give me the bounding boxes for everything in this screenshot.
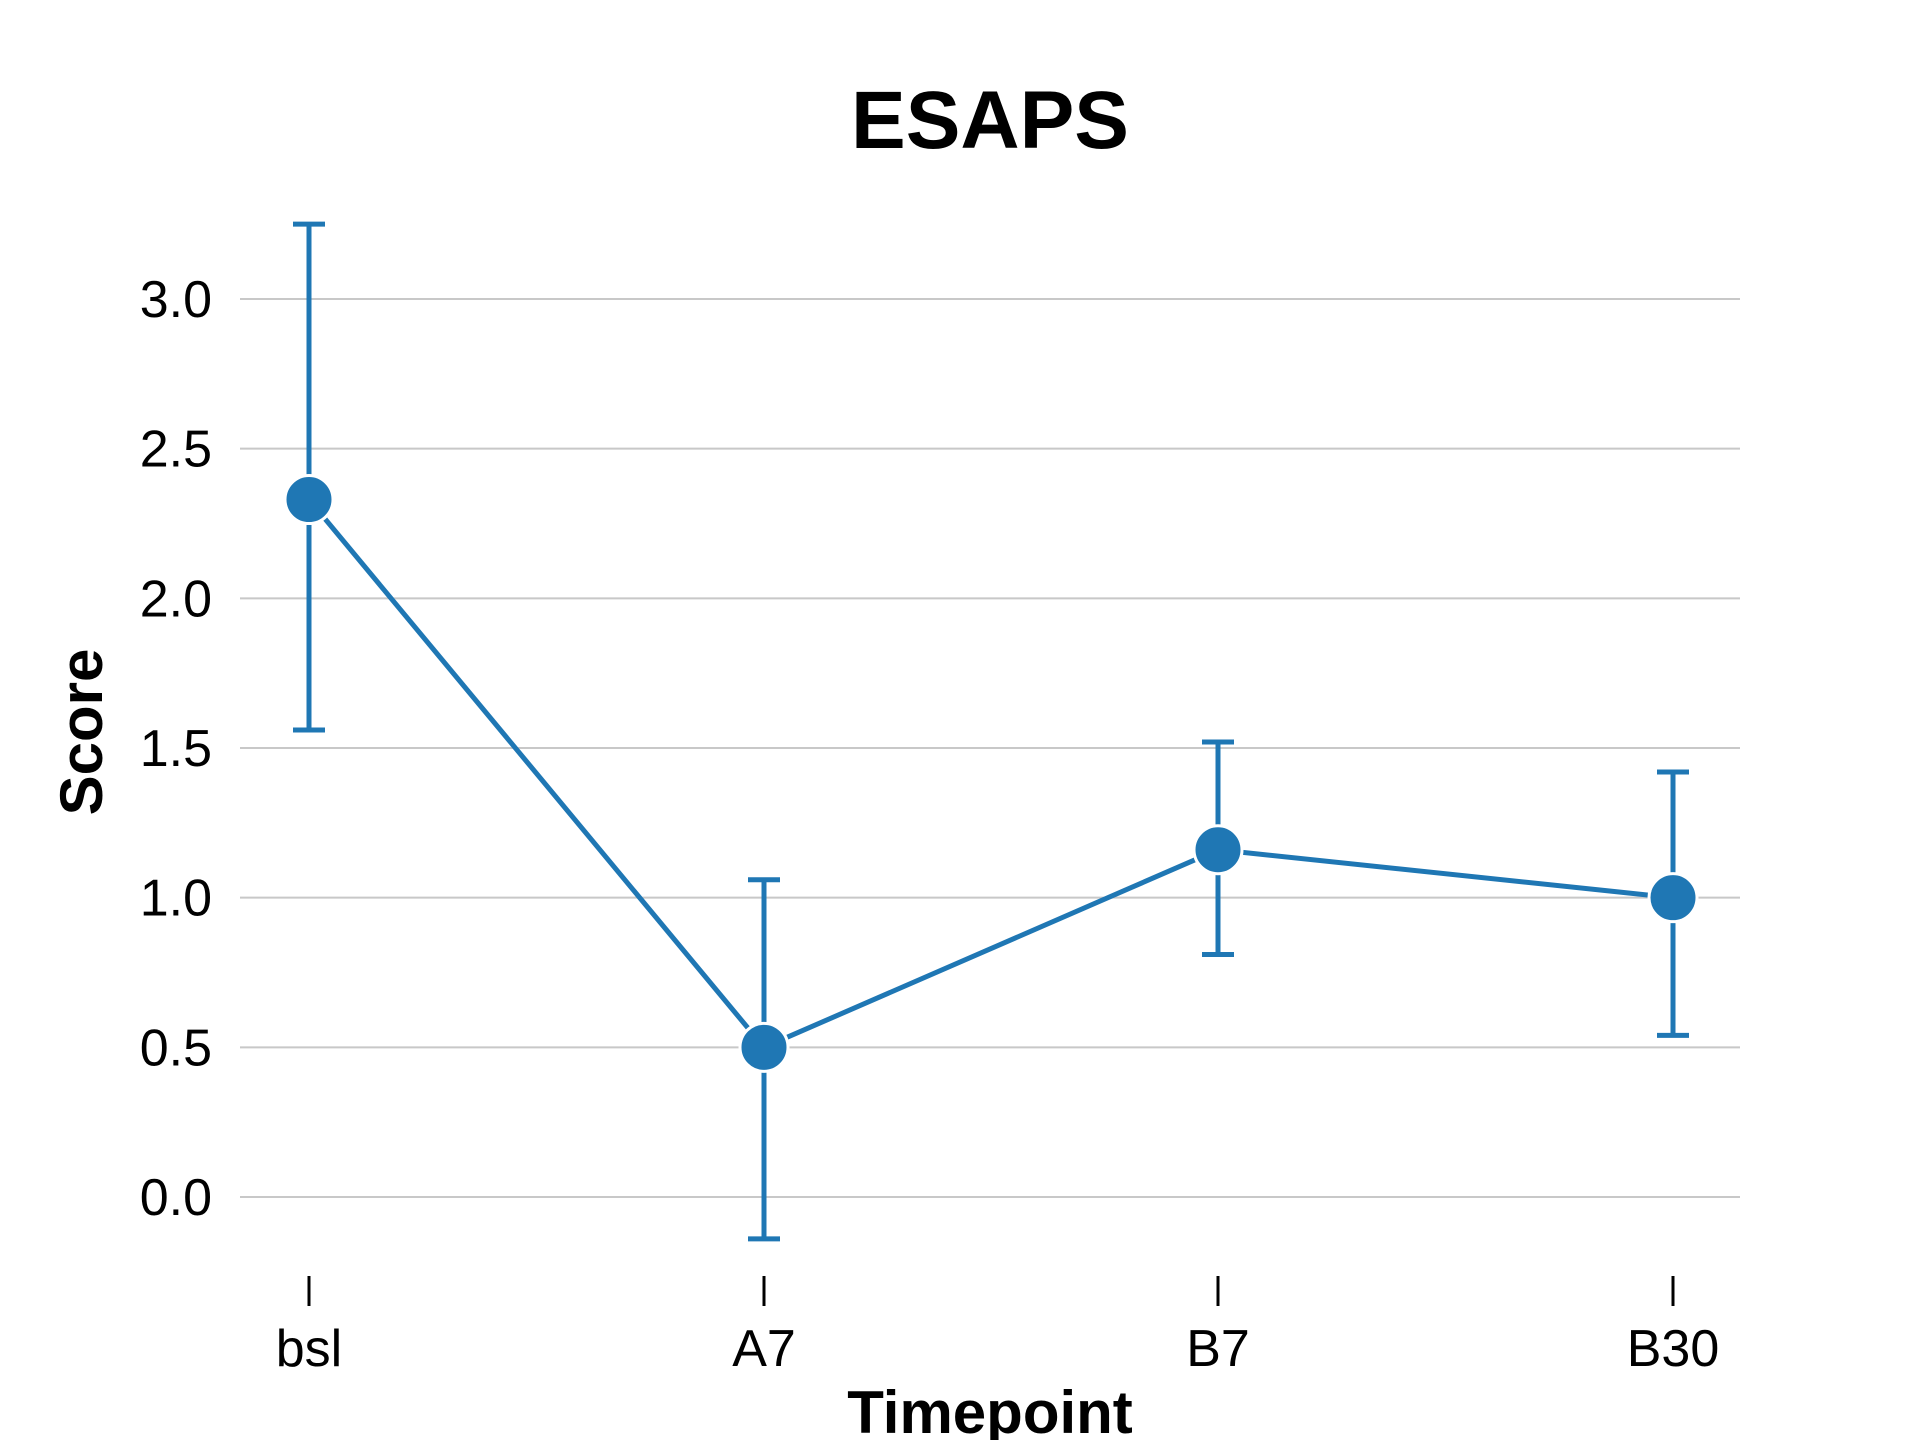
chart-title: ESAPS [851,75,1129,166]
y-tick-label: 0.0 [140,1169,212,1227]
y-tick-label: 1.0 [140,870,212,928]
data-point [283,474,335,526]
y-tick-label: 2.0 [140,570,212,628]
y-tick-label: 2.5 [140,421,212,479]
data-point [1647,872,1699,924]
data-point [738,1021,790,1073]
data-points [283,474,1699,1073]
y-tick-label: 1.5 [140,720,212,778]
series-polyline [307,497,1674,1050]
x-tick-label: bsl [276,1320,342,1378]
y-tick-label: 0.5 [140,1019,212,1077]
x-tick-label: B30 [1627,1320,1720,1378]
gridlines [240,298,1740,1198]
data-point [1192,824,1244,876]
x-axis-label: Timepoint [847,1379,1133,1440]
y-axis-label: Score [48,649,115,816]
y-tick-label: 3.0 [140,271,212,329]
x-ticks: bsl A7 B7 B30 [276,1276,1720,1378]
x-tick-label: B7 [1186,1320,1250,1378]
series-line [307,497,1674,1050]
y-tick-labels: 0.0 0.5 1.0 1.5 2.0 2.5 3.0 [140,271,212,1227]
x-tick-label: A7 [732,1320,796,1378]
